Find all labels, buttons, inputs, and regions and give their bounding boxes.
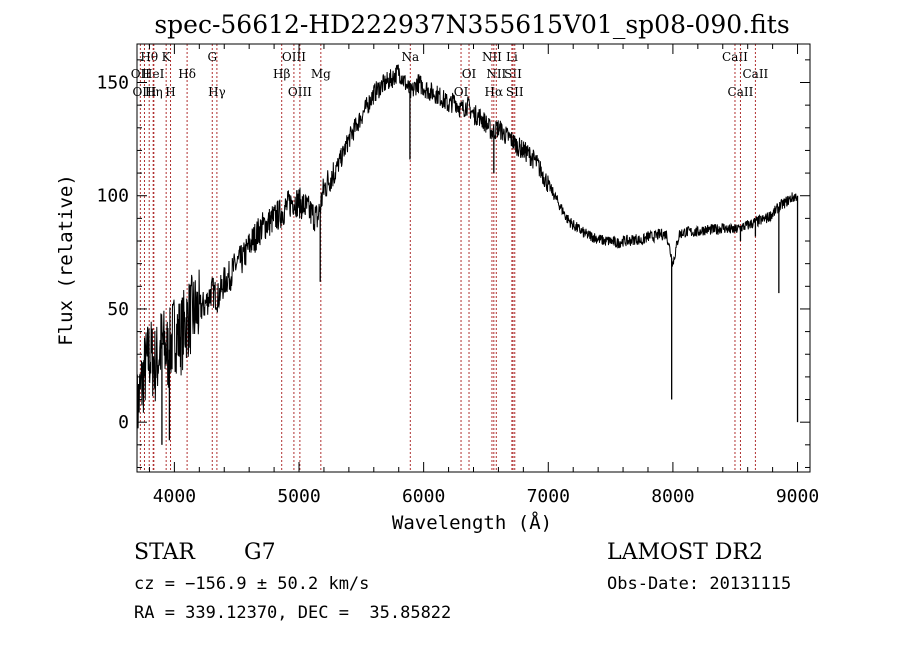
marker-label-21: SII (504, 67, 522, 81)
marker-label-10: Hβ (273, 67, 290, 81)
y-tick-label-2: 100 (96, 186, 129, 207)
chart-title: spec-56612-HD222937N355615V01_sp08-090.f… (154, 10, 789, 39)
survey-name: LAMOST DR2 (607, 540, 763, 565)
y-tick-label-0: 0 (118, 412, 129, 433)
marker-label-24: CaII (728, 85, 754, 99)
x-tick-label-1: 5000 (277, 486, 320, 507)
marker-label-15: OI (454, 85, 469, 99)
marker-label-11: OIII (282, 50, 306, 64)
marker-label-2: OIII (132, 85, 156, 99)
x-axis-label: Wavelength (Å) (392, 511, 552, 534)
x-tick-label-4: 8000 (651, 486, 694, 507)
marker-label-4: Hη (145, 85, 163, 99)
y-tick-label-3: 150 (96, 72, 129, 93)
marker-label-7: Hδ (178, 67, 196, 81)
axes: 4000 5000 6000 7000 8000 9000 0 50 100 150 (96, 44, 819, 507)
marker-label-20: Li (506, 50, 518, 64)
x-tick-label-3: 7000 (527, 486, 570, 507)
marker-label-1: OII (131, 67, 151, 81)
y-tick-label-1: 50 (107, 299, 129, 320)
marker-label-14: Na (401, 50, 419, 64)
marker-label-0: Hθ (140, 50, 158, 64)
marker-label-23: CaII (722, 50, 748, 64)
marker-label-13: Mg (311, 67, 331, 81)
marker-label-22: SII (506, 85, 524, 99)
x-tick-label-2: 6000 (402, 486, 445, 507)
observation-date: Obs-Date: 20131115 (607, 574, 792, 594)
spectrum-series (136, 64, 799, 452)
marker-label-8: G (207, 50, 217, 64)
marker-label-6: H (165, 85, 175, 99)
marker-label-12: OIII (288, 85, 312, 99)
spectrum-line (136, 64, 798, 452)
object-type: STAR (134, 540, 195, 565)
x-tick-label-0: 4000 (153, 486, 196, 507)
redshift-cz: cz = −156.9 ± 50.2 km/s (134, 574, 370, 594)
marker-label-5: K (162, 50, 172, 64)
y-axis-label: Flux (relative) (55, 174, 77, 346)
marker-label-25: CaII (742, 67, 768, 81)
marker-label-19: Hα (485, 85, 504, 99)
marker-label-18: NII (486, 67, 506, 81)
marker-label-16: OI (462, 67, 477, 81)
ra-dec-coordinates: RA = 339.12370, DEC = 35.85822 (134, 603, 452, 623)
object-subclass: G7 (244, 540, 276, 565)
spectral-line-markers: HθOIIOIIIHeIHηKHHδGHγHβOIIIOIIIMgNaOIOIN… (131, 44, 769, 472)
x-tick-label-5: 9000 (776, 486, 819, 507)
marker-label-17: NII (482, 50, 502, 64)
marker-label-9: Hγ (208, 85, 226, 99)
